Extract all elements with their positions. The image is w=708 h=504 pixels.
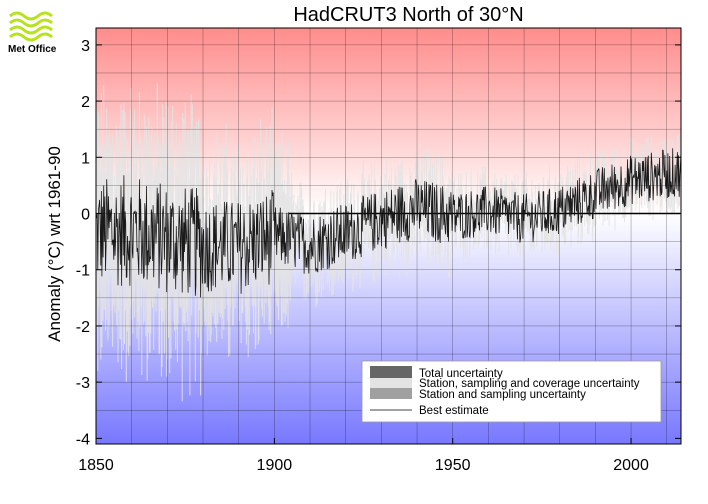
y-axis-label: Anomaly (°C) wrt 1961-90 xyxy=(45,146,64,342)
legend-swatch xyxy=(370,388,412,399)
logo: Met Office xyxy=(6,6,66,58)
legend-label: Station and sampling uncertainty xyxy=(419,389,586,401)
met-office-waves-icon xyxy=(9,11,53,42)
logo-text: Met Office xyxy=(8,44,57,55)
y-tick-label: 2 xyxy=(81,94,90,111)
y-tick-label: -3 xyxy=(76,375,90,392)
legend-swatch xyxy=(370,366,412,378)
x-tick-label: 1900 xyxy=(257,457,293,474)
y-tick-label: -1 xyxy=(76,263,90,280)
chart-title: HadCRUT3 North of 30°N xyxy=(293,4,523,26)
x-tick-label: 1850 xyxy=(78,457,114,474)
y-tick-label: -4 xyxy=(76,431,90,448)
y-tick-label: 3 xyxy=(81,38,90,55)
x-tick-label: 1950 xyxy=(435,457,471,474)
legend-label: Best estimate xyxy=(419,405,489,417)
best-estimate-line xyxy=(95,148,682,298)
y-tick-label: 1 xyxy=(81,150,90,167)
legend-label: Total uncertainty xyxy=(419,368,503,380)
legend-swatch xyxy=(370,378,412,388)
plot-frame xyxy=(95,27,682,445)
legend-label: Station, sampling and coverage uncertain… xyxy=(419,378,640,390)
y-tick-label: -2 xyxy=(76,319,90,336)
y-tick-label: 0 xyxy=(81,207,90,224)
x-tick-label: 2000 xyxy=(613,457,649,474)
